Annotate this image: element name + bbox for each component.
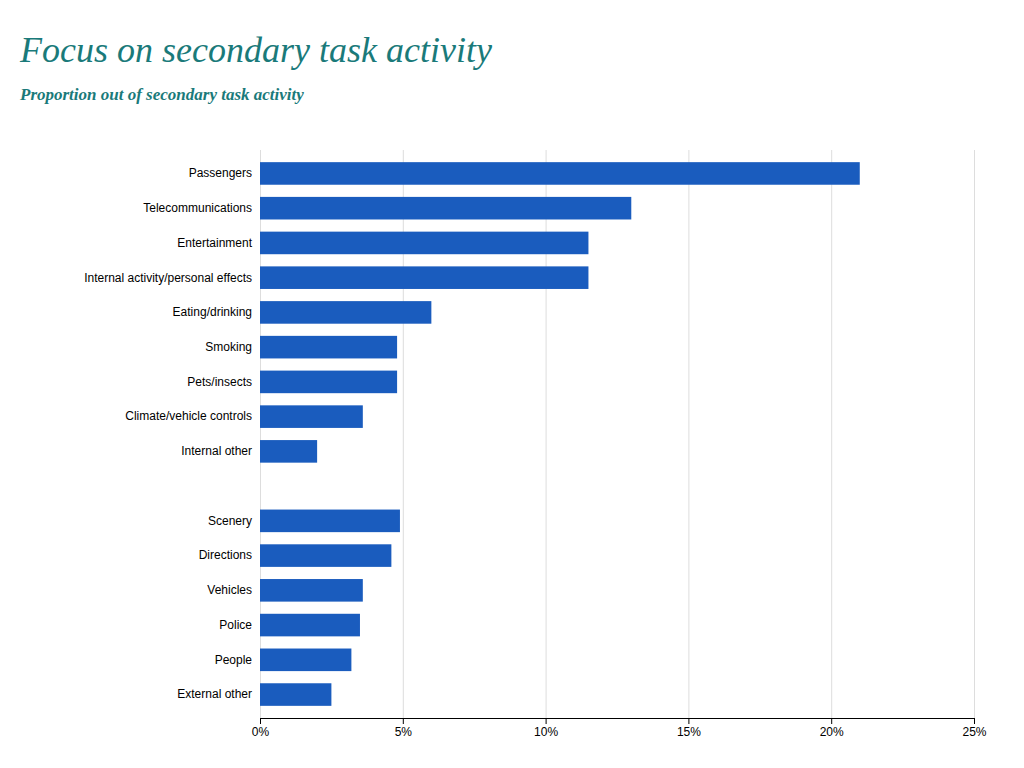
y-tick-label: Internal activity/personal effects (84, 271, 252, 285)
x-tick-label: 20% (820, 725, 844, 739)
y-tick-label: Climate/vehicle controls (125, 409, 252, 423)
x-axis-line (261, 719, 975, 725)
bar (260, 579, 363, 602)
y-tick: People (215, 653, 253, 667)
x-tick: 15% (677, 718, 701, 739)
x-tick: 5% (395, 718, 413, 739)
x-axis: 0% 5% 10% 15% 20% 25% (252, 718, 987, 739)
bar (260, 544, 391, 567)
grid-tick (831, 150, 832, 718)
y-tick-label: Police (219, 618, 252, 632)
y-tick: Eating/drinking (173, 305, 252, 319)
bar (260, 336, 397, 359)
bar (260, 405, 363, 428)
grid-line (974, 150, 975, 718)
x-tick-label: 25% (962, 725, 986, 739)
x-tick-mark (974, 718, 975, 724)
bars (260, 162, 860, 706)
x-tick-mark (831, 718, 832, 724)
y-tick-label: Pets/insects (187, 375, 252, 389)
x-tick-mark (260, 718, 261, 724)
bar (260, 232, 588, 255)
y-tick: External other (177, 687, 252, 701)
x-tick-mark (403, 718, 404, 724)
bar (260, 475, 261, 498)
x-tick: 20% (820, 718, 844, 739)
bar (260, 371, 397, 394)
y-tick-label: Scenery (208, 514, 252, 528)
y-tick-label: Telecommunications (143, 201, 252, 215)
x-tick-label: 15% (677, 725, 701, 739)
bar (260, 197, 631, 220)
grid-tick (974, 150, 975, 718)
x-tick-mark (546, 718, 547, 724)
y-tick-label: Passengers (189, 166, 252, 180)
grid-line (831, 150, 832, 718)
grid (261, 150, 975, 718)
y-tick: Pets/insects (187, 375, 252, 389)
y-tick-label: Smoking (205, 340, 252, 354)
x-tick-label: 5% (395, 725, 413, 739)
plot: 0% 5% 10% 15% 20% 25% Passengers Telecommunicat… (84, 150, 987, 739)
y-tick: Smoking (205, 340, 252, 354)
bar (260, 614, 360, 637)
x-tick: 0% (252, 718, 270, 739)
y-tick-label: Internal other (181, 444, 252, 458)
y-tick: Telecommunications (143, 201, 252, 215)
y-tick-label: Entertainment (177, 236, 252, 250)
y-tick: Internal other (181, 444, 252, 458)
x-tick-mark (688, 718, 689, 724)
y-tick: Passengers (189, 166, 252, 180)
y-tick: Internal activity/personal effects (84, 271, 252, 285)
x-tick-label: 0% (252, 725, 270, 739)
y-tick: Vehicles (207, 583, 252, 597)
x-tick: 10% (534, 718, 558, 739)
grid-tick (688, 150, 689, 718)
y-tick: Police (219, 618, 252, 632)
y-tick-label: Vehicles (207, 583, 252, 597)
grid-line (688, 150, 689, 718)
y-tick-label: Eating/drinking (173, 305, 252, 319)
title: Focus on secondary task activity (19, 30, 492, 70)
y-axis: Passengers Telecommunications Entertainmen… (84, 166, 253, 701)
y-tick: Entertainment (177, 236, 252, 250)
y-tick-label: External other (177, 687, 252, 701)
y-tick: Scenery (208, 514, 252, 528)
y-tick: Directions (199, 548, 252, 562)
bar (260, 301, 431, 324)
bar (260, 440, 317, 463)
chart: Focus on secondary task activity Proporti… (0, 0, 1024, 768)
bar (260, 649, 351, 672)
x-tick: 25% (962, 718, 986, 739)
bar (260, 510, 400, 533)
subtitle: Proportion out of secondary task activit… (19, 85, 304, 104)
y-tick: Climate/vehicle controls (125, 409, 252, 423)
bar (260, 683, 331, 706)
x-tick-label: 10% (534, 725, 558, 739)
y-tick-label: Directions (199, 548, 252, 562)
y-tick-label: People (215, 653, 253, 667)
bar (260, 266, 588, 289)
bar (260, 162, 860, 185)
